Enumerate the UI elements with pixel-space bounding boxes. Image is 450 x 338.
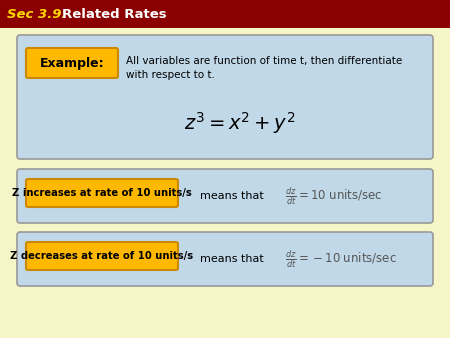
Text: Sec 3.9:: Sec 3.9: <box>7 7 67 21</box>
Text: All variables are function of time t, then differentiate: All variables are function of time t, th… <box>126 56 402 66</box>
Text: with respect to t.: with respect to t. <box>126 70 215 80</box>
Text: $\frac{dz}{dt} = -10 \; \mathrm{units/sec}$: $\frac{dz}{dt} = -10 \; \mathrm{units/se… <box>285 248 397 270</box>
Text: Example:: Example: <box>40 56 104 70</box>
FancyBboxPatch shape <box>17 169 433 223</box>
Text: Z increases at rate of 10 units/s: Z increases at rate of 10 units/s <box>12 188 192 198</box>
FancyBboxPatch shape <box>0 0 450 28</box>
Text: Z decreases at rate of 10 units/s: Z decreases at rate of 10 units/s <box>10 251 193 261</box>
Text: means that: means that <box>200 191 264 201</box>
FancyBboxPatch shape <box>26 48 118 78</box>
FancyBboxPatch shape <box>17 232 433 286</box>
Text: Related Rates: Related Rates <box>62 7 166 21</box>
FancyBboxPatch shape <box>17 35 433 159</box>
FancyBboxPatch shape <box>26 242 178 270</box>
Text: $\frac{dz}{dt} = 10 \; \mathrm{units/sec}$: $\frac{dz}{dt} = 10 \; \mathrm{units/sec… <box>285 185 382 207</box>
Text: $z^3 = x^2 + y^2$: $z^3 = x^2 + y^2$ <box>184 110 296 136</box>
Text: means that: means that <box>200 254 264 264</box>
FancyBboxPatch shape <box>26 179 178 207</box>
